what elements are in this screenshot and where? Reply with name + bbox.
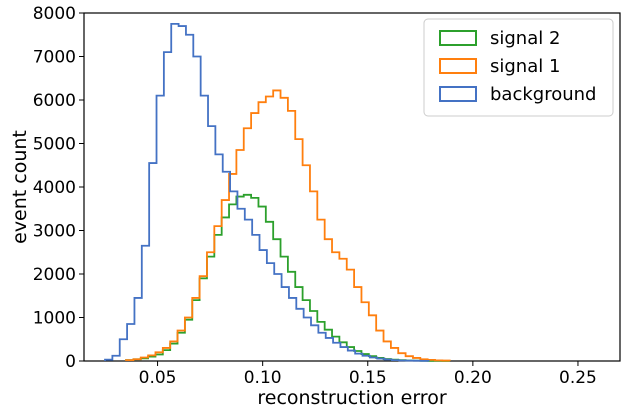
x-axis-title: reconstruction error (257, 387, 446, 409)
y-tick-label: 5000 (33, 135, 76, 155)
y-tick-label: 3000 (33, 222, 76, 242)
x-tick-label: 0.20 (454, 368, 492, 388)
y-tick-label: 1000 (33, 309, 76, 329)
legend-swatch-signal-1 (439, 58, 477, 74)
series-signal-2-step-line (125, 193, 451, 362)
legend-label-signal-2: signal 2 (490, 28, 560, 49)
series-signal-1-step-line (125, 89, 451, 362)
legend-swatch-signal-2 (439, 30, 477, 46)
legend-box (423, 18, 614, 117)
legend: signal 2 signal 1 background (423, 18, 614, 117)
x-tick-label: 0.15 (349, 368, 387, 388)
x-tick-label: 0.25 (559, 368, 597, 388)
legend-label-signal-1: signal 1 (490, 56, 560, 77)
y-tick-label: 4000 (33, 178, 76, 198)
y-tick-label: 0 (65, 352, 76, 372)
y-tick-label: 6000 (33, 91, 76, 111)
legend-label-background: background (490, 84, 596, 105)
y-tick-label: 8000 (33, 4, 76, 24)
x-tick-label: 0.10 (244, 368, 282, 388)
y-tick-label: 7000 (33, 48, 76, 68)
series-layer (104, 22, 451, 362)
x-axis-ticks: 0.05 0.10 0.15 0.20 0.25 (139, 361, 597, 388)
x-tick-label: 0.05 (139, 368, 177, 388)
legend-swatch-background (439, 86, 477, 102)
y-axis-title: event count (9, 130, 31, 244)
y-axis-ticks: 0 1000 2000 3000 4000 5000 6000 7000 8000 (33, 4, 84, 372)
y-tick-label: 2000 (33, 265, 76, 285)
series-background-step-line (104, 22, 430, 362)
